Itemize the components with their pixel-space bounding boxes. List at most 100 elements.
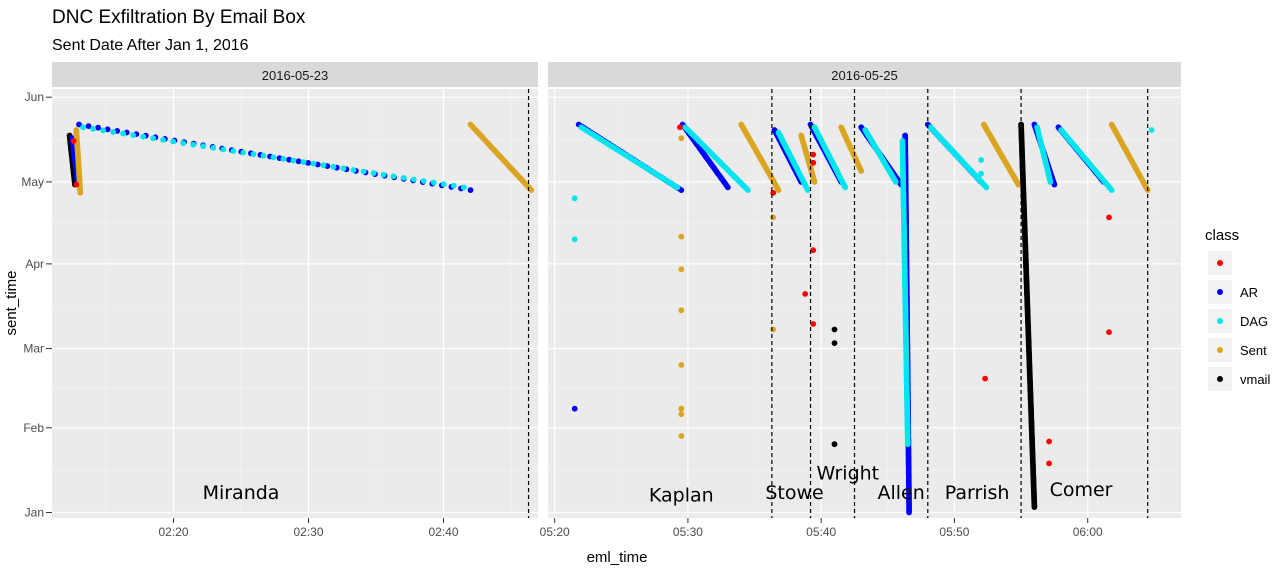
data-point-ar <box>295 158 302 165</box>
data-point-dag <box>200 143 207 150</box>
data-point-ar <box>725 184 731 191</box>
annotation-label: Comer <box>1050 479 1113 501</box>
data-point-dag <box>1108 187 1115 194</box>
data-point-unclassified <box>73 181 80 188</box>
data-point-sent <box>770 326 777 333</box>
data-point-ar <box>305 160 312 166</box>
data-point-sent <box>678 405 685 412</box>
legend-label: Sent <box>1240 343 1267 358</box>
legend-symbol <box>1217 260 1223 266</box>
y-tick-label: Feb <box>23 421 44 435</box>
data-point-unclassified <box>810 321 817 327</box>
panel-background <box>548 89 1181 518</box>
data-point-sent <box>770 214 777 221</box>
data-point-sent <box>811 179 818 185</box>
data-point-unclassified <box>810 159 817 166</box>
data-point-sent <box>678 233 685 240</box>
y-tick-label: Mar <box>23 342 44 356</box>
data-point-dag <box>210 144 217 151</box>
legend: class AR DAG Sent vmail <box>1205 227 1270 391</box>
data-point-ar <box>76 121 82 128</box>
data-point-dag <box>300 159 307 166</box>
data-point-dag <box>240 149 247 156</box>
panel-background <box>52 89 538 518</box>
y-tick-label: Jun <box>25 90 44 104</box>
data-point-dag <box>1047 179 1054 185</box>
data-point-dag <box>904 441 911 448</box>
annotation-label: Stowe <box>765 482 823 504</box>
y-tick-label: May <box>21 175 44 189</box>
data-point-dag <box>400 175 407 181</box>
data-point-dag <box>150 135 157 142</box>
x-tick-label: 05:20 <box>540 525 570 539</box>
chart-subtitle: Sent Date After Jan 1, 2016 <box>52 37 249 54</box>
data-point-dag <box>320 162 327 169</box>
data-point-dag <box>230 148 237 154</box>
data-point-dag <box>450 182 457 189</box>
data-point-sent <box>678 135 685 142</box>
legend-symbol <box>1217 376 1223 382</box>
data-point-dag <box>190 141 197 148</box>
data-point-sent <box>1015 181 1022 188</box>
data-point-sent <box>678 307 685 314</box>
data-point-ar <box>467 187 474 194</box>
data-point-vmail <box>831 326 838 333</box>
data-point-dag <box>330 163 337 170</box>
legend-symbol <box>1217 318 1223 324</box>
data-point-dag <box>340 165 347 172</box>
data-point-dag <box>460 184 467 191</box>
data-point-dag <box>983 184 990 191</box>
data-point-dag <box>220 146 227 153</box>
x-tick-label: 05:40 <box>806 525 836 539</box>
data-point-dag <box>110 129 116 135</box>
annotation-label: Allen <box>877 482 924 504</box>
data-point-unclassified <box>677 124 683 131</box>
data-point-dag <box>571 195 578 202</box>
data-point-ar <box>906 509 912 516</box>
data-point-vmail <box>831 441 838 448</box>
data-point-dag <box>80 124 86 131</box>
data-point-dag <box>120 130 126 137</box>
data-point-unclassified <box>982 375 988 382</box>
data-point-sent <box>528 187 535 194</box>
legend-label: vmail <box>1240 372 1270 387</box>
panels: Jan Feb Mar Apr May Jun 2016-05-23 02:20 02:30 02… <box>21 62 1181 539</box>
x-tick-label: 02:20 <box>158 525 188 539</box>
data-point-unclassified <box>70 138 77 144</box>
data-point-ar <box>286 156 292 163</box>
data-point-dag <box>140 133 147 140</box>
y-axis-title: sent_time <box>3 270 20 335</box>
x-axis-title: eml_time <box>587 549 648 566</box>
facet-strip-label: 2016-05-25 <box>831 68 898 83</box>
x-tick-label: 02:30 <box>293 525 323 539</box>
data-point-dag <box>805 187 811 194</box>
legend-symbol <box>1217 347 1223 353</box>
data-point-dag <box>380 171 387 178</box>
data-point-unclassified <box>1106 214 1112 221</box>
y-tick-label: Apr <box>25 257 44 271</box>
data-point-dag <box>420 178 427 184</box>
x-tick-label: 05:50 <box>939 525 969 539</box>
data-point-unclassified <box>1046 460 1052 467</box>
data-point-vmail <box>1031 504 1038 510</box>
data-point-unclassified <box>770 189 777 196</box>
data-point-ar <box>571 405 578 412</box>
x-tick-label: 06:00 <box>1073 525 1103 539</box>
data-point-dag <box>160 137 167 143</box>
data-point-unclassified <box>810 151 817 158</box>
data-point-dag <box>410 176 417 183</box>
data-point-sent <box>858 168 865 174</box>
x-tick-label: 02:40 <box>428 525 458 539</box>
data-point-dag <box>440 181 447 188</box>
y-tick-label: Jan <box>25 506 44 520</box>
data-point-dag <box>571 236 578 243</box>
data-point-dag <box>430 179 437 186</box>
data-point-dag <box>390 173 397 180</box>
data-point-dag <box>892 179 899 185</box>
data-point-unclassified <box>802 291 809 297</box>
data-point-unclassified <box>1046 438 1052 445</box>
legend-label: DAG <box>1240 314 1268 329</box>
annotation-label: Wright <box>817 463 880 485</box>
data-point-dag <box>842 184 849 191</box>
